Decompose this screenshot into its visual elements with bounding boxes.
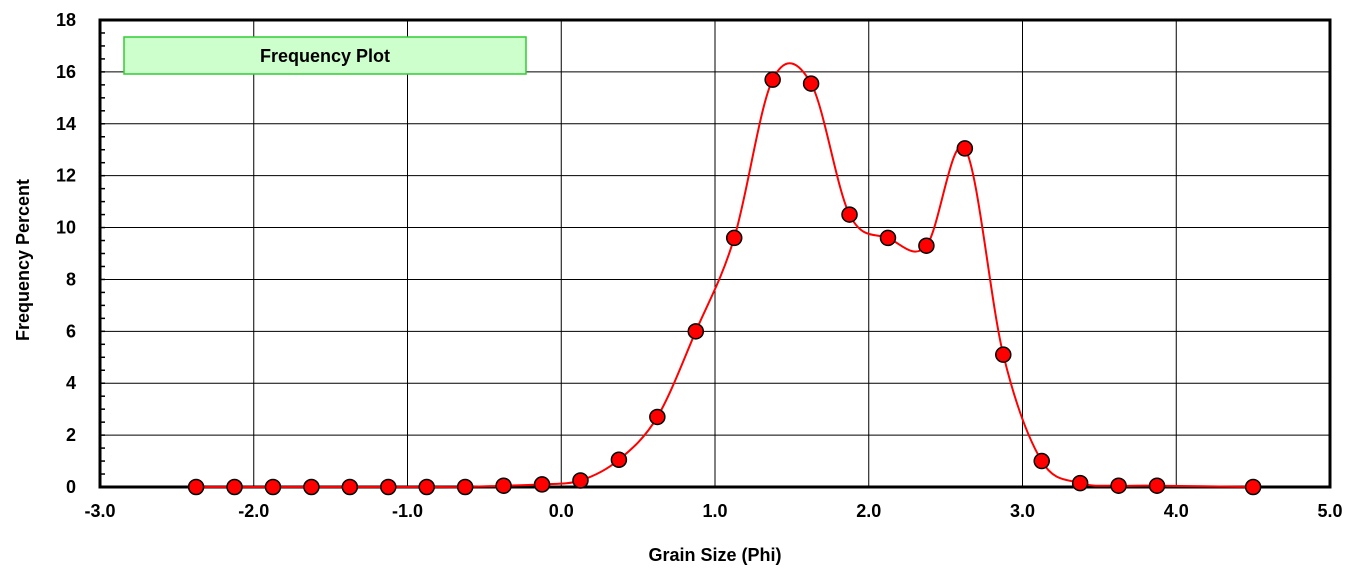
y-tick-label: 0 xyxy=(66,477,76,497)
data-point xyxy=(1071,474,1089,492)
data-point xyxy=(226,478,243,496)
data-point xyxy=(456,478,474,496)
plot-border xyxy=(98,18,1332,489)
data-point xyxy=(610,451,628,469)
x-tick-label: 4.0 xyxy=(1164,501,1189,521)
x-tick-label: 0.0 xyxy=(549,501,574,521)
data-point xyxy=(264,478,282,496)
x-tick-label: -2.0 xyxy=(238,501,269,521)
y-tick-label: 16 xyxy=(56,62,76,82)
data-point xyxy=(187,478,205,496)
data-point xyxy=(572,472,589,489)
data-point xyxy=(918,237,935,254)
x-tick-label: -3.0 xyxy=(84,501,115,521)
x-tick-labels: -3.0 -2.0 -1.0 0.0 1.0 2.0 3.0 4.0 5.0 xyxy=(84,501,1342,521)
data-point xyxy=(725,229,743,247)
y-tick-label: 8 xyxy=(66,269,76,289)
data-point xyxy=(995,346,1012,363)
x-tick-label: 5.0 xyxy=(1317,501,1342,521)
data-point xyxy=(841,206,858,223)
y-tick-label: 4 xyxy=(66,373,76,393)
chart-title: Frequency Plot xyxy=(260,46,390,66)
data-point xyxy=(303,478,320,496)
y-tick-label: 14 xyxy=(56,114,76,134)
legend-box xyxy=(123,36,527,75)
y-tick-label: 6 xyxy=(66,321,76,341)
data-point xyxy=(380,478,397,496)
x-tick-label: 3.0 xyxy=(1010,501,1035,521)
data-point xyxy=(1148,477,1166,494)
data-point xyxy=(1033,452,1050,470)
data-point xyxy=(418,478,435,496)
data-point xyxy=(533,476,551,493)
legend: Frequency Plot xyxy=(123,36,527,75)
data-point xyxy=(341,478,359,496)
data-points xyxy=(187,71,1262,496)
data-point xyxy=(1244,478,1262,496)
y-axis-title: Frequency Percent xyxy=(13,179,33,341)
y-tick-label: 10 xyxy=(56,218,76,238)
data-point xyxy=(649,408,666,426)
data-point xyxy=(764,71,781,88)
x-tick-label: 1.0 xyxy=(702,501,727,521)
data-point xyxy=(1110,477,1127,494)
y-tick-label: 18 xyxy=(56,10,76,30)
x-tick-label: 2.0 xyxy=(856,501,881,521)
data-point xyxy=(687,323,705,340)
data-point xyxy=(956,140,974,157)
y-tick-label: 12 xyxy=(56,166,76,186)
data-point xyxy=(879,229,897,247)
y-tick-labels: 0 2 4 6 8 10 12 14 16 18 xyxy=(56,10,76,497)
data-point xyxy=(495,477,512,494)
data-point xyxy=(802,75,820,92)
x-tick-label: -1.0 xyxy=(392,501,423,521)
x-axis-title: Grain Size (Phi) xyxy=(648,545,781,565)
y-tick-label: 2 xyxy=(66,425,76,445)
